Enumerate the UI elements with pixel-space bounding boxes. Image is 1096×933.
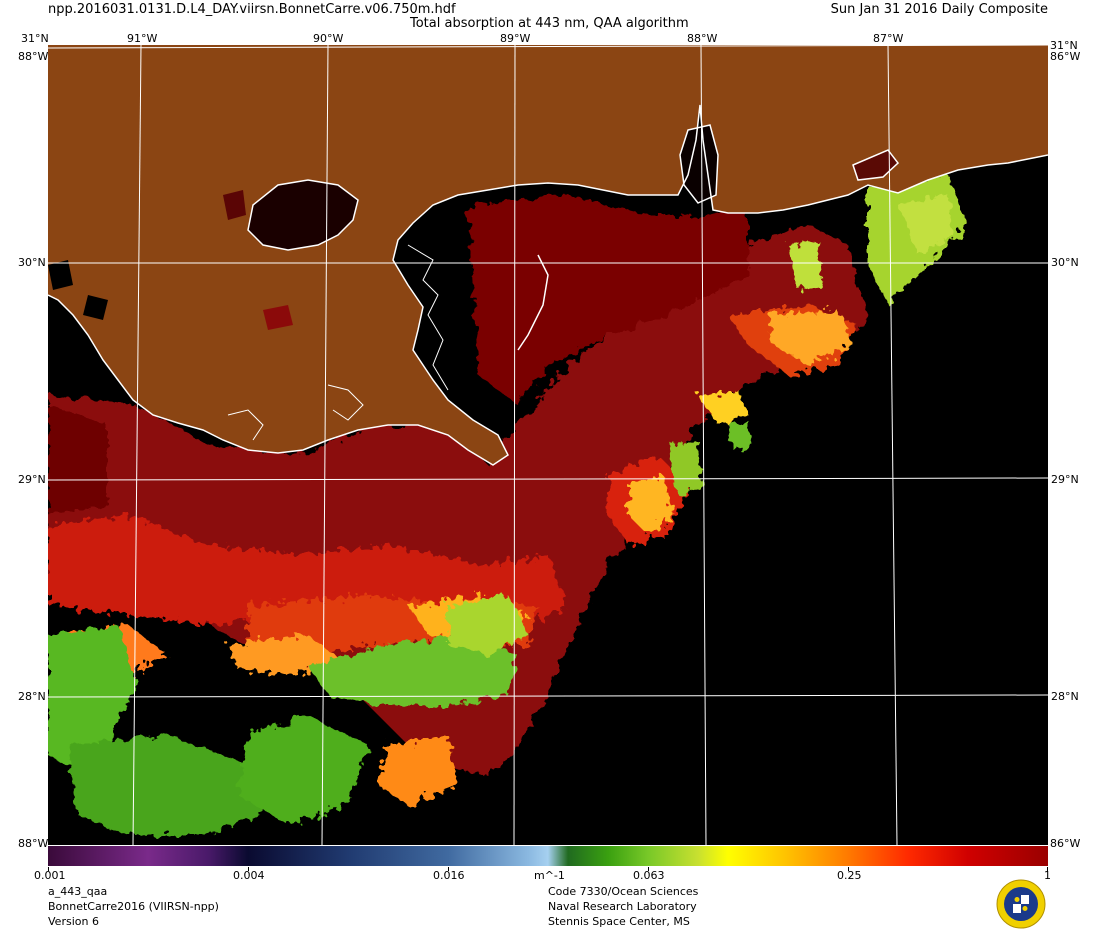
lat-label-28-right: 28°N bbox=[1051, 690, 1079, 703]
lat-label-30-right: 30°N bbox=[1051, 256, 1079, 269]
map-canvas bbox=[48, 45, 1048, 845]
colorbar bbox=[48, 846, 1048, 866]
colorbar-label-0004: 0.004 bbox=[233, 869, 265, 882]
colorbar-tick bbox=[448, 867, 449, 871]
corner-label-left-top: 88°W bbox=[18, 50, 49, 63]
lat-label-31-top-right: 31°N bbox=[1050, 39, 1078, 52]
lon-label-87w: 87°W bbox=[873, 32, 904, 45]
colorbar-tick bbox=[248, 867, 249, 871]
colorbar-tick bbox=[48, 867, 49, 871]
map-title: Total absorption at 443 nm, QAA algorith… bbox=[410, 16, 689, 31]
lon-label-89w: 89°W bbox=[500, 32, 531, 45]
version-label: Version 6 bbox=[48, 915, 99, 928]
lat-label-29-right: 29°N bbox=[1051, 473, 1079, 486]
lat-label-30-left: 30°N bbox=[18, 256, 46, 269]
dataset-name: BonnetCarre2016 (VIIRSN-npp) bbox=[48, 900, 219, 913]
colorbar-gradient bbox=[48, 846, 1048, 866]
absorption-map[interactable] bbox=[48, 45, 1048, 845]
lon-label-90w: 90°W bbox=[313, 32, 344, 45]
nrl-seal-logo bbox=[996, 879, 1046, 929]
colorbar-label-1: 1 bbox=[1044, 869, 1051, 882]
lon-label-88w: 88°W bbox=[687, 32, 718, 45]
lat-label-28-left: 28°N bbox=[18, 690, 46, 703]
lat-label-29-left: 29°N bbox=[18, 473, 46, 486]
org-code: Code 7330/Ocean Sciences bbox=[548, 885, 699, 898]
land bbox=[48, 45, 1048, 465]
composite-date: Sun Jan 31 2016 Daily Composite bbox=[830, 2, 1048, 17]
corner-label-right-bottom: 86°W bbox=[1050, 837, 1081, 850]
lat-label-31-top-left: 31°N bbox=[21, 32, 49, 45]
colorbar-label-0063: 0.063 bbox=[633, 869, 665, 882]
file-name: npp.2016031.0131.D.L4_DAY.viirsn.BonnetC… bbox=[48, 2, 456, 17]
lakes bbox=[48, 125, 898, 330]
absorption-low-green bbox=[48, 175, 968, 835]
colorbar-label-0001: 0.001 bbox=[34, 869, 66, 882]
product-name: a_443_qaa bbox=[48, 885, 108, 898]
colorbar-tick bbox=[1047, 867, 1048, 871]
corner-label-right-top: 86°W bbox=[1050, 50, 1081, 63]
colorbar-tick bbox=[848, 867, 849, 871]
colorbar-tick bbox=[648, 867, 649, 871]
org-location: Stennis Space Center, MS bbox=[548, 915, 690, 928]
colorbar-units: m^-1 bbox=[534, 869, 565, 882]
colorbar-label-0016: 0.016 bbox=[433, 869, 465, 882]
corner-label-left-bottom: 88°W bbox=[18, 837, 49, 850]
lon-label-91w: 91°W bbox=[127, 32, 158, 45]
graticule bbox=[48, 45, 1048, 845]
colorbar-label-025: 0.25 bbox=[837, 869, 862, 882]
org-name: Naval Research Laboratory bbox=[548, 900, 697, 913]
